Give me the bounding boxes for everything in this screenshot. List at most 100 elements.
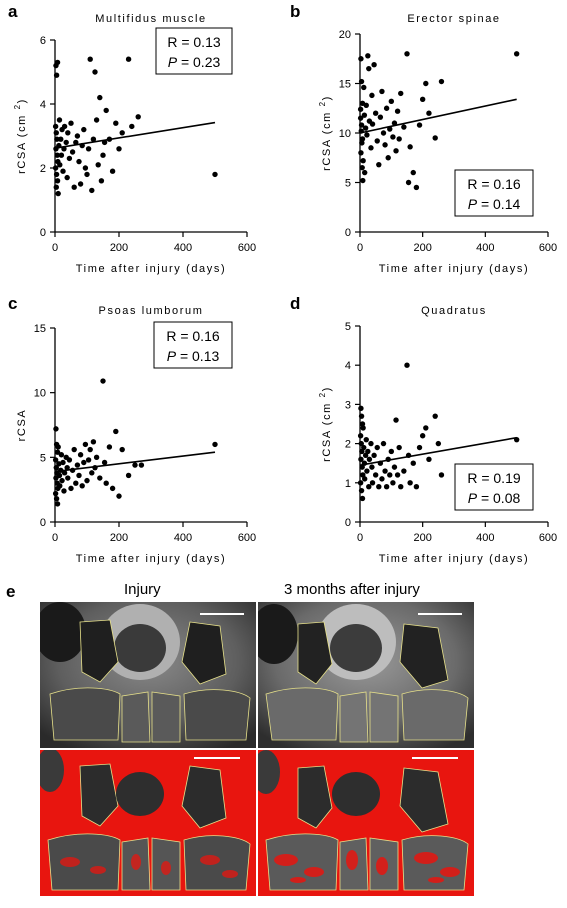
data-point <box>90 439 97 445</box>
y-tick-label: 10 <box>34 388 46 400</box>
data-point <box>359 140 365 146</box>
data-point <box>100 378 106 384</box>
y-tick-label: 0 <box>345 517 351 529</box>
data-point <box>382 468 388 474</box>
data-point <box>413 484 420 490</box>
data-point <box>132 462 138 468</box>
data-point <box>119 446 125 453</box>
data-point <box>359 495 366 502</box>
stats-r-value: R = 0.16 <box>467 176 521 192</box>
data-point <box>380 440 387 447</box>
data-point <box>54 152 60 158</box>
x-tick-label: 200 <box>110 242 128 254</box>
data-point <box>438 78 445 85</box>
data-point <box>81 459 87 466</box>
data-point <box>359 164 365 171</box>
y-tick-label: 2 <box>345 439 351 451</box>
data-point <box>362 169 368 176</box>
mri-3-months-threshold <box>258 750 474 896</box>
data-point <box>54 449 61 455</box>
data-point <box>76 472 82 479</box>
data-point <box>53 426 59 432</box>
y-tick-label: 6 <box>40 35 46 47</box>
chart-title: Psoas lumborum <box>99 305 204 317</box>
data-point <box>81 126 87 133</box>
data-point <box>391 464 398 470</box>
data-point <box>79 483 85 489</box>
data-point <box>103 480 109 486</box>
data-point <box>393 417 399 423</box>
data-point <box>82 441 89 448</box>
data-point <box>394 108 401 114</box>
stats-box <box>454 463 534 511</box>
data-point <box>358 56 364 62</box>
data-point <box>365 448 371 455</box>
data-point <box>374 444 380 451</box>
data-point <box>438 472 445 478</box>
y-axis-label: rCSA (cm 2) <box>318 386 333 462</box>
y-tick-label: 20 <box>339 29 351 41</box>
data-point <box>54 59 61 66</box>
data-point <box>66 457 73 463</box>
data-point <box>368 145 374 151</box>
data-point <box>366 65 372 72</box>
data-point <box>212 441 218 448</box>
data-point <box>366 456 373 462</box>
panel-letter-b: b <box>290 2 301 21</box>
x-tick-label: 0 <box>357 532 363 544</box>
data-point <box>382 142 388 148</box>
stats-p-value: P = 0.23 <box>168 54 221 70</box>
stats-r-value: R = 0.16 <box>166 328 220 344</box>
data-point <box>56 472 63 479</box>
x-tick-label: 0 <box>52 532 58 544</box>
chart-title: Erector spinae <box>407 13 500 25</box>
y-tick-label: 4 <box>40 99 46 111</box>
data-point <box>116 493 122 499</box>
stats-r-value: R = 0.19 <box>467 470 521 486</box>
chart-title: Quadratus <box>421 305 487 317</box>
data-point <box>357 115 364 121</box>
data-point <box>119 130 125 136</box>
data-point <box>71 446 77 453</box>
x-axis-label: Time after injury (days) <box>76 263 226 275</box>
data-point <box>53 171 60 178</box>
x-tick-label: 0 <box>52 242 58 254</box>
data-point <box>106 444 113 450</box>
stats-p-value: P = 0.08 <box>468 490 521 506</box>
data-point <box>93 454 100 461</box>
panel-letter-c: c <box>8 294 18 313</box>
data-point <box>360 177 366 184</box>
x-axis-label: Time after injury (days) <box>379 553 529 565</box>
x-tick-label: 400 <box>174 532 192 544</box>
data-point <box>54 136 60 142</box>
data-point <box>364 468 370 474</box>
data-point <box>212 171 218 178</box>
data-point <box>358 440 364 447</box>
data-point <box>357 480 364 486</box>
data-point <box>54 178 61 184</box>
data-point <box>385 155 391 161</box>
data-point <box>53 496 60 502</box>
data-point <box>362 452 369 459</box>
data-point <box>84 477 90 484</box>
data-point <box>64 174 70 181</box>
data-point <box>398 484 404 490</box>
data-point <box>71 184 77 190</box>
x-tick-label: 600 <box>238 532 256 544</box>
data-point <box>401 124 407 130</box>
data-point <box>363 102 369 108</box>
data-point <box>377 114 384 120</box>
mri-3-months-grayscale <box>258 602 474 748</box>
x-tick-label: 600 <box>238 242 256 254</box>
x-tick-label: 400 <box>476 242 494 254</box>
data-point <box>116 146 122 152</box>
data-point <box>57 162 63 168</box>
data-point <box>360 425 366 431</box>
data-point <box>113 120 119 126</box>
data-point <box>61 488 67 494</box>
data-point <box>358 456 364 462</box>
data-point <box>419 96 426 103</box>
chart-psoas-lumborum: Psoas lumborum 0 200 400 600 0 5 10 15 Time after… <box>16 305 256 565</box>
data-point <box>360 158 366 164</box>
y-tick-label: 5 <box>345 178 351 190</box>
